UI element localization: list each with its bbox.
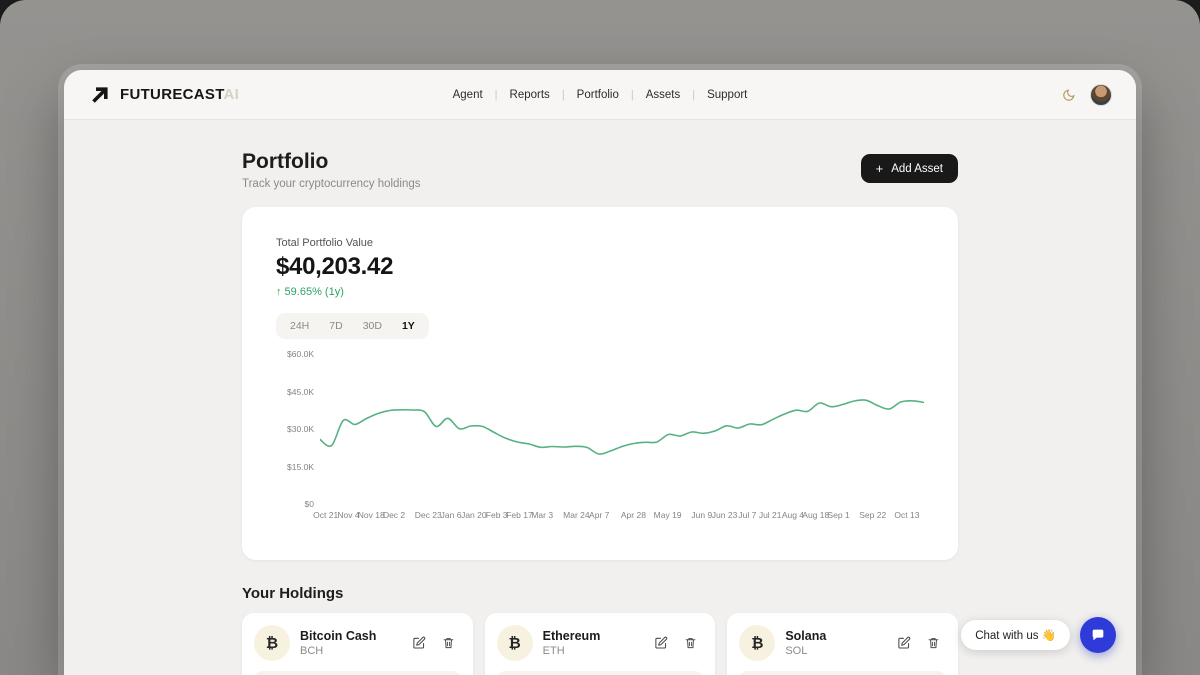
add-asset-label: Add Asset bbox=[891, 162, 943, 175]
x-tick-label: Jun 9 bbox=[691, 510, 713, 520]
total-value: $40,203.42 bbox=[276, 253, 394, 280]
x-tick-label: Aug 18 bbox=[802, 510, 830, 520]
coin-name: Solana bbox=[785, 629, 827, 643]
browser-window: FUTURECASTAI Agent | Reports | Portfolio | Ass… bbox=[64, 70, 1136, 675]
nav-separator: | bbox=[630, 88, 634, 101]
brand-logo[interactable]: FUTURECASTAI bbox=[88, 83, 388, 107]
speech-bubble-icon bbox=[1090, 627, 1106, 643]
plus-icon: + bbox=[875, 161, 884, 176]
page-title: Portfolio bbox=[242, 150, 329, 173]
x-tick-label: Dec 2 bbox=[382, 510, 406, 520]
value-change: ↑ 59.65% (1y) bbox=[276, 286, 344, 298]
portfolio-value-card: Total Portfolio Value $40,203.42 ↑ 59.65… bbox=[242, 207, 958, 560]
x-tick-label: Oct 21 bbox=[313, 510, 339, 520]
delete-asset-button[interactable] bbox=[440, 634, 457, 652]
x-axis: Oct 21 Nov 4 Nov 18 Dec 2 Dec 23 Jan 6 Jan 20 F… bbox=[313, 510, 924, 522]
edit-asset-button[interactable] bbox=[895, 634, 913, 652]
x-tick-label: Feb 17 bbox=[506, 510, 533, 520]
holdings-grid: ₿ Bitcoin Cash BCH AI Score: -1 (Slightl… bbox=[242, 613, 958, 675]
edit-asset-button[interactable] bbox=[652, 634, 670, 652]
coin-name: Ethereum bbox=[542, 629, 601, 643]
range-24h-button[interactable]: 24H bbox=[280, 316, 319, 336]
page-subtitle: Track your cryptocurrency holdings bbox=[242, 178, 421, 190]
ai-score-row: AI Score: -1 (Slightly Bearish) bbox=[254, 671, 461, 675]
x-tick-label: Jan 20 bbox=[461, 510, 487, 520]
x-tick-label: Mar 3 bbox=[531, 510, 554, 520]
x-tick-label: Feb 3 bbox=[485, 510, 508, 520]
main-content: Portfolio Track your cryptocurrency hold… bbox=[242, 120, 958, 675]
portfolio-line-series bbox=[320, 400, 924, 454]
coin-symbol: SOL bbox=[785, 645, 808, 657]
x-tick-label: Jul 7 bbox=[738, 510, 757, 520]
coin-symbol: BCH bbox=[300, 645, 324, 657]
delete-asset-button[interactable] bbox=[925, 634, 942, 652]
y-tick-label: $0 bbox=[304, 499, 314, 509]
x-tick-label: Dec 23 bbox=[414, 510, 442, 520]
x-tick-label: Jan 6 bbox=[440, 510, 462, 520]
nav-item-agent[interactable]: Agent bbox=[452, 88, 483, 101]
y-tick-label: $15.0K bbox=[287, 461, 314, 472]
edit-asset-button[interactable] bbox=[410, 634, 428, 652]
portfolio-chart: $60.0K $45.0K $30.0K $15.0K $0 Oct 21 Nov 4 No… bbox=[276, 349, 924, 522]
y-tick-label: $30.0K bbox=[287, 424, 314, 434]
holdings-heading: Your Holdings bbox=[242, 585, 344, 602]
x-tick-label: Aug 4 bbox=[781, 510, 805, 520]
nav-separator: | bbox=[692, 88, 696, 101]
nav-separator: | bbox=[561, 88, 565, 101]
y-tick-label: $45.0K bbox=[287, 386, 314, 397]
x-tick-label: Jun 23 bbox=[711, 510, 738, 520]
delete-asset-button[interactable] bbox=[682, 634, 699, 652]
nav-item-reports[interactable]: Reports bbox=[509, 88, 550, 101]
holding-card-eth: ₿ Ethereum ETH AI Score: -4 (Slightly Be… bbox=[484, 613, 716, 675]
x-tick-label: Apr 7 bbox=[589, 510, 610, 520]
holding-card-sol: ₿ Solana SOL AI Score: -1 (Slightly Bear… bbox=[727, 613, 958, 675]
nav-separator: | bbox=[494, 88, 498, 101]
range-selector: 24H 7D 30D 1Y bbox=[276, 313, 429, 339]
nav-item-assets[interactable]: Assets bbox=[645, 88, 681, 101]
range-30d-button[interactable]: 30D bbox=[353, 316, 392, 336]
chat-bubble-button[interactable] bbox=[1080, 617, 1116, 653]
coin-symbol: ETH bbox=[542, 645, 565, 657]
top-navbar: FUTURECASTAI Agent | Reports | Portfolio | Ass… bbox=[64, 70, 1136, 120]
add-asset-button[interactable]: + Add Asset bbox=[860, 154, 958, 183]
coin-icon: ₿ bbox=[254, 625, 290, 661]
brand-name: FUTURECAST bbox=[120, 85, 224, 103]
y-axis: $60.0K $45.0K $30.0K $15.0K $0 bbox=[276, 349, 320, 509]
total-value-label: Total Portfolio Value bbox=[276, 237, 374, 249]
coin-icon: ₿ bbox=[496, 625, 533, 661]
x-tick-label: Nov 4 bbox=[337, 510, 360, 520]
holding-card-bch: ₿ Bitcoin Cash BCH AI Score: -1 (Slightl… bbox=[242, 613, 473, 675]
brand-suffix: AI bbox=[223, 85, 240, 103]
x-tick-label: May 19 bbox=[653, 510, 682, 520]
chat-widget: Chat with us 👋 bbox=[961, 617, 1116, 653]
nav-right bbox=[812, 83, 1112, 106]
x-tick-label: Jul 21 bbox=[758, 510, 782, 520]
x-tick-label: Oct 13 bbox=[894, 510, 920, 520]
nav-menu: Agent | Reports | Portfolio | Assets | Support bbox=[388, 89, 812, 101]
range-1y-button[interactable]: 1Y bbox=[392, 316, 425, 336]
x-tick-label: Nov 18 bbox=[357, 510, 385, 520]
x-tick-label: Sep 1 bbox=[827, 510, 850, 520]
y-tick-label: $60.0K bbox=[287, 349, 314, 359]
chat-with-us-button[interactable]: Chat with us 👋 bbox=[961, 620, 1070, 650]
x-tick-label: Sep 22 bbox=[859, 510, 887, 520]
range-7d-button[interactable]: 7D bbox=[319, 316, 352, 336]
avatar[interactable] bbox=[1090, 83, 1112, 106]
ai-score-row: AI Score: -4 (Slightly Bearish) +1 bbox=[496, 671, 704, 675]
coin-icon: ₿ bbox=[739, 625, 776, 661]
chart-plot bbox=[320, 353, 924, 503]
x-tick-label: Apr 28 bbox=[620, 510, 646, 520]
x-tick-label: Mar 24 bbox=[563, 510, 590, 520]
coin-name: Bitcoin Cash bbox=[300, 629, 377, 643]
nav-item-support[interactable]: Support bbox=[707, 88, 748, 101]
page-header: Portfolio Track your cryptocurrency hold… bbox=[242, 150, 958, 190]
ai-score-row: AI Score: -1 (Slightly Bearish) +4 bbox=[739, 671, 946, 675]
nav-item-portfolio[interactable]: Portfolio bbox=[576, 88, 619, 101]
arrow-logo-icon bbox=[88, 83, 112, 107]
moon-icon[interactable] bbox=[1062, 88, 1076, 102]
